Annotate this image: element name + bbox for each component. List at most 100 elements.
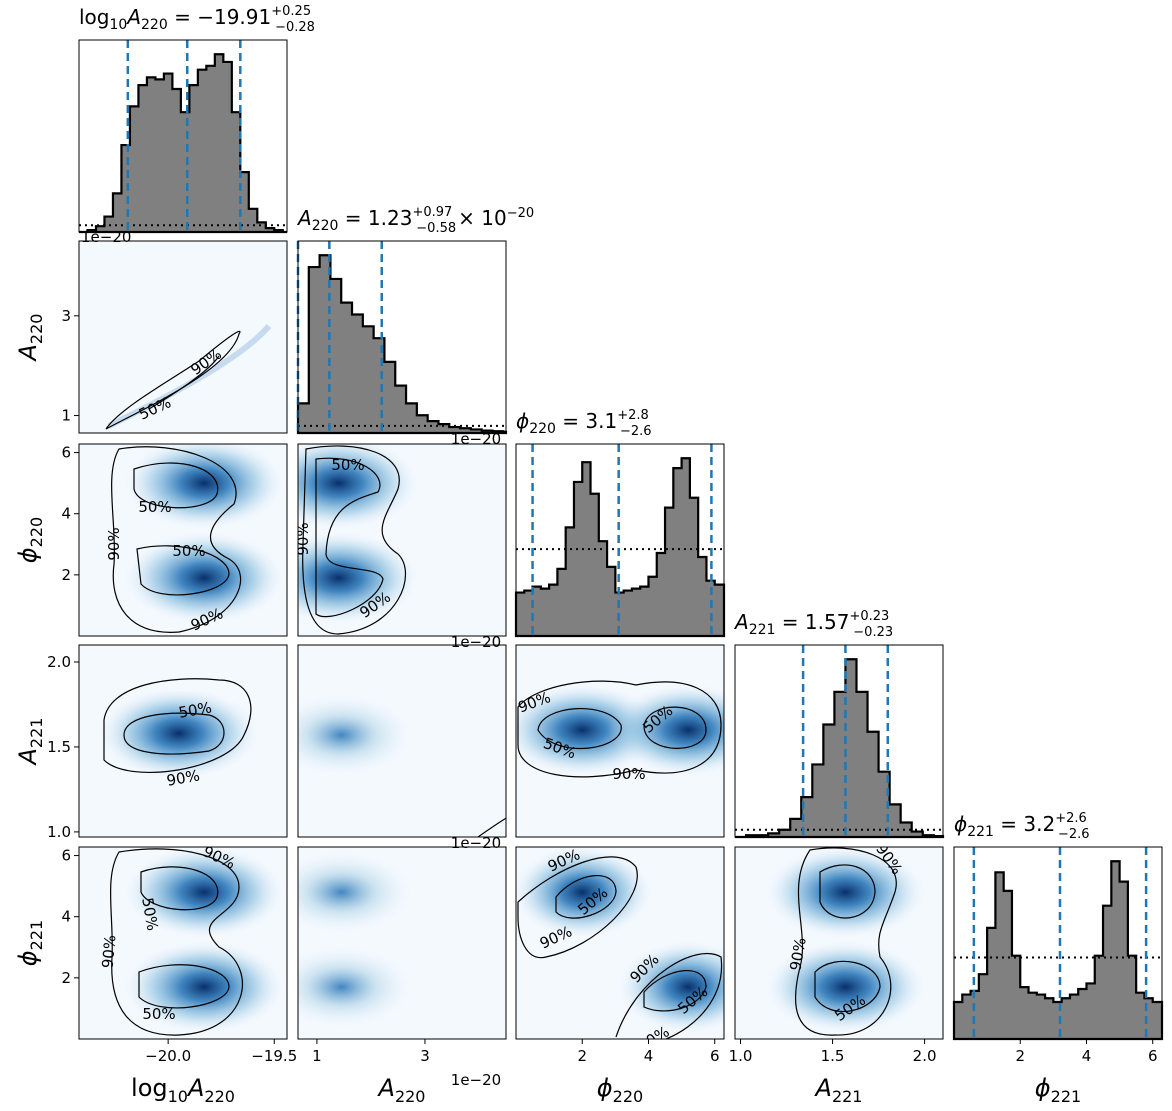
pair-panel-r1-c0: 50%90% — [78, 240, 288, 434]
param-title-3: A221 = 1.57+0.23 −0.23 — [733, 609, 893, 640]
label-sub: 220 — [27, 517, 46, 548]
label-sub: 221 — [1051, 1087, 1082, 1106]
contour-line — [103, 678, 252, 773]
pair-panel-r2-c1: 50%90%90% — [294, 443, 507, 637]
title-plus: +0.23 — [849, 609, 889, 624]
title-var-sub: 221 — [749, 622, 776, 638]
contour-line — [517, 680, 722, 778]
x-tick-label: 1 — [312, 1047, 322, 1065]
title-minus: −0.28 — [275, 20, 315, 35]
label-main: A — [14, 748, 42, 766]
contour-line — [819, 864, 876, 919]
contour-label: 90% — [105, 527, 123, 560]
contour-line — [105, 330, 241, 430]
title-value: = −19.91 — [168, 5, 272, 29]
y-axis-label-2: ϕ220 — [14, 517, 46, 563]
title-var: ϕ — [954, 812, 967, 836]
label-sub: 221 — [27, 920, 46, 951]
title-minus: −0.58 — [416, 221, 456, 236]
param-title-1: A220 = 1.23+0.97 −0.58 × 10−20 — [296, 205, 534, 236]
label-sub: 221 — [27, 718, 46, 749]
pair-frame — [78, 644, 288, 838]
pair-frame — [78, 846, 288, 1040]
pair-panel-r2-c0: 50%50%90%90% — [78, 443, 288, 637]
contour-line — [477, 817, 506, 837]
histogram-bars — [514, 457, 726, 638]
label-main: A — [814, 1074, 832, 1102]
hist-frame — [734, 644, 944, 838]
contour-line — [643, 970, 707, 1012]
density-blob — [98, 687, 259, 780]
title-var: A — [296, 206, 312, 230]
density-blob — [298, 444, 419, 530]
y-tick-label: 1.5 — [47, 738, 71, 756]
contour-line — [794, 847, 897, 1036]
title-log: log — [79, 5, 110, 29]
contour-line — [315, 457, 384, 618]
x-axis-label-4: ϕ221 — [1035, 1074, 1081, 1106]
title-minus: −2.6 — [620, 424, 652, 439]
x-axis-label-0: log10A220 — [131, 1074, 235, 1106]
title-var-sub: 220 — [141, 17, 168, 33]
label-main: A — [377, 1074, 395, 1102]
title-var-sub: 220 — [529, 421, 556, 437]
density-blob — [124, 444, 285, 530]
label-main: ϕ — [14, 547, 42, 563]
y-tick-label: 4 — [61, 908, 71, 926]
pair-frame — [297, 644, 507, 838]
pair-content — [298, 695, 506, 837]
hist-frame — [515, 443, 725, 637]
y-tick-label: 4 — [61, 505, 71, 523]
contour-label: 90% — [294, 522, 312, 555]
density-blob — [124, 941, 285, 1034]
pair-panel-r4-c2: 90%50%90%90%50%90% — [515, 846, 725, 1040]
title-var: ϕ — [516, 409, 529, 433]
contour-line — [517, 856, 638, 959]
histogram-bars — [296, 254, 508, 435]
hist-frame — [78, 39, 288, 233]
density-blob — [516, 847, 653, 939]
pair-frame — [515, 644, 725, 838]
x-axis-label-1: A220 — [377, 1074, 426, 1106]
pair-content: 50%50%90%90% — [105, 444, 285, 635]
histogram-panel-3: A221 = 1.57+0.23 −0.23 — [733, 609, 945, 839]
x-tick-label: −19.5 — [251, 1047, 297, 1065]
y-axis-label-1: A220 — [14, 314, 46, 363]
param-title-2: ϕ220 = 3.1+2.8 −2.6 — [516, 408, 652, 439]
label-main: A — [186, 1074, 204, 1102]
label-log-sub: 10 — [168, 1087, 188, 1106]
histogram-panel-2: ϕ220 = 3.1+2.8 −2.6 — [514, 408, 726, 638]
histogram-bars — [79, 53, 287, 234]
contour-line — [140, 866, 219, 911]
pair-frame — [734, 846, 944, 1040]
contour-label: 90% — [786, 936, 810, 972]
contour-line — [123, 712, 225, 755]
offset-text: 1e−20 — [451, 1071, 501, 1089]
label-main: ϕ — [1035, 1074, 1051, 1102]
offset-text-hidden: 1e−20 — [451, 633, 501, 651]
contour-line — [148, 355, 220, 410]
param-title-0: log10A220 = −19.91+0.25 −0.28 — [79, 4, 315, 35]
title-value: = 1.23 — [338, 206, 412, 230]
density-blob — [298, 531, 419, 624]
y-tick-label: 2 — [61, 969, 71, 987]
pair-panel-r3-c2: 90%50%50%90% — [515, 644, 725, 838]
y-tick-label: 1 — [61, 407, 71, 425]
title-plus: +2.8 — [617, 408, 649, 423]
contour-line — [302, 445, 407, 635]
y-tick-label: 3 — [61, 307, 71, 325]
density-blob — [608, 683, 724, 776]
x-tick-label: −20.0 — [145, 1047, 191, 1065]
title-plus: +0.97 — [412, 205, 452, 220]
y-tick-label: 6 — [61, 847, 71, 865]
histogram-panel-1: A220 = 1.23+0.97 −0.58 × 10−20 — [296, 205, 534, 435]
x-axis-label-2: ϕ220 — [597, 1074, 643, 1106]
x-tick-label: 2 — [1015, 1047, 1025, 1065]
title-var: A — [733, 610, 749, 634]
title-var: A — [125, 5, 141, 29]
x-tick-label: 2 — [577, 1047, 587, 1065]
pair-content: 90%90%50% — [765, 847, 926, 1036]
contour-label: 50% — [331, 456, 364, 474]
